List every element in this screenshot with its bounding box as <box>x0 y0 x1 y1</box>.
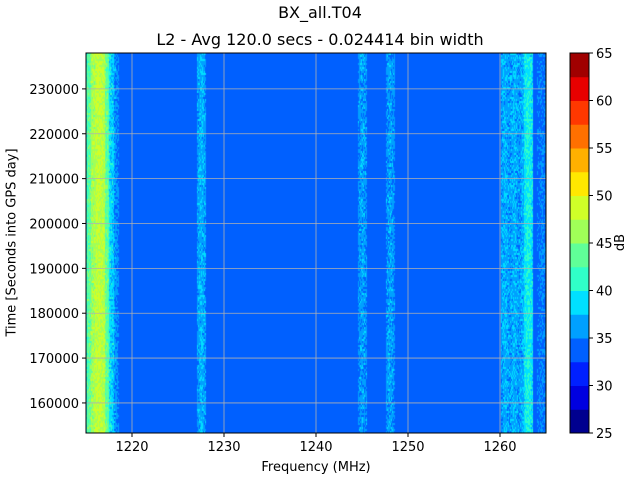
colorbar-segment <box>570 171 589 196</box>
y-tick-label: 180000 <box>29 307 79 322</box>
colorbar-segment <box>570 148 589 173</box>
colorbar-segment <box>570 100 589 125</box>
chart-subtitle: L2 - Avg 120.0 secs - 0.024414 bin width <box>156 30 484 49</box>
y-tick-label: 170000 <box>29 352 79 367</box>
colorbar-tick-label: 45 <box>596 237 613 252</box>
colorbar-segment <box>570 53 589 78</box>
y-tick-label: 230000 <box>29 83 79 98</box>
x-tick-label: 1250 <box>391 440 424 455</box>
y-tick-label: 220000 <box>29 128 79 143</box>
colorbar-segment <box>570 219 589 244</box>
colorbar-segment <box>570 385 589 410</box>
chart-title: BX_all.T04 <box>278 3 362 22</box>
colorbar-segment <box>570 243 589 268</box>
colorbar-tick-label: 35 <box>596 332 613 347</box>
colorbar-segment <box>570 314 589 339</box>
plot-frame <box>85 52 547 434</box>
colorbar-segment <box>570 266 589 291</box>
y-tick-label: 200000 <box>29 217 79 232</box>
y-tick-label: 160000 <box>29 397 79 412</box>
x-tick-label: 1260 <box>483 440 516 455</box>
x-tick-label: 1220 <box>115 440 148 455</box>
colorbar-tick-label: 65 <box>596 47 613 62</box>
x-tick-label: 1230 <box>207 440 240 455</box>
colorbar-segment <box>570 76 589 101</box>
colorbar-tick-label: 40 <box>596 285 613 300</box>
colorbar-tick-label: 30 <box>596 380 613 395</box>
y-tick-label: 190000 <box>29 262 79 277</box>
colorbar-tick-label: 50 <box>596 190 613 205</box>
colorbar-segment <box>570 195 589 220</box>
colorbar-label: dB <box>613 233 629 252</box>
colorbar-segment <box>570 124 589 149</box>
colorbar-tick-label: 55 <box>596 142 613 157</box>
x-axis-label: Frequency (MHz) <box>261 460 371 475</box>
colorbar-segment <box>570 409 589 434</box>
colorbar-tick-label: 60 <box>596 95 613 110</box>
colorbar-segment <box>570 361 589 386</box>
colorbar-tick-label: 25 <box>596 427 613 442</box>
y-tick-label: 210000 <box>29 173 79 188</box>
colorbar-segment <box>570 338 589 363</box>
colorbar-segment <box>570 290 589 315</box>
x-tick-label: 1240 <box>299 440 332 455</box>
y-axis-label: Time [Seconds into GPS day] <box>4 148 20 337</box>
